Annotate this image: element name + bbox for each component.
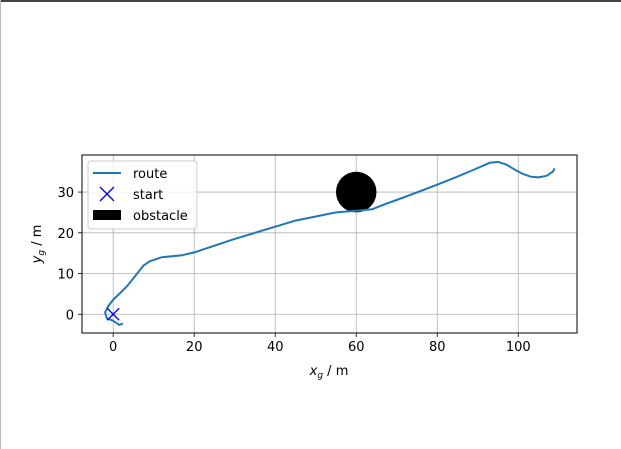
y-tick-label: 30	[57, 186, 74, 201]
window-top-border	[0, 0, 621, 2]
legend-obstacle-swatch	[93, 210, 121, 220]
x-axis-label: xg / m	[309, 364, 349, 381]
axis-ticks: 0 20 40 60 80 100 0 10 20 30	[57, 186, 530, 355]
data-layer	[104, 160, 556, 326]
window-left-border	[0, 0, 1, 449]
route-line	[104, 160, 556, 326]
start-marker	[106, 307, 120, 321]
x-tick-label: 0	[109, 340, 117, 355]
x-tick-label: 80	[429, 340, 446, 355]
legend: route start obstacle	[87, 160, 198, 230]
x-tick-label: 60	[348, 340, 365, 355]
legend-start-label: start	[133, 188, 163, 203]
y-tick-label: 0	[66, 308, 74, 323]
x-tick-label: 20	[186, 340, 203, 355]
obstacle-marker	[335, 171, 377, 213]
y-axis-label: yg / m	[30, 225, 47, 265]
x-tick-label: 100	[506, 340, 531, 355]
y-tick-label: 10	[57, 268, 74, 283]
legend-route-label: route	[133, 167, 167, 182]
x-tick-label: 40	[267, 340, 284, 355]
legend-obstacle-label: obstacle	[133, 209, 188, 224]
y-tick-label: 20	[57, 227, 74, 242]
plot-area-border	[81, 154, 578, 334]
legend-start-swatch	[99, 186, 115, 202]
